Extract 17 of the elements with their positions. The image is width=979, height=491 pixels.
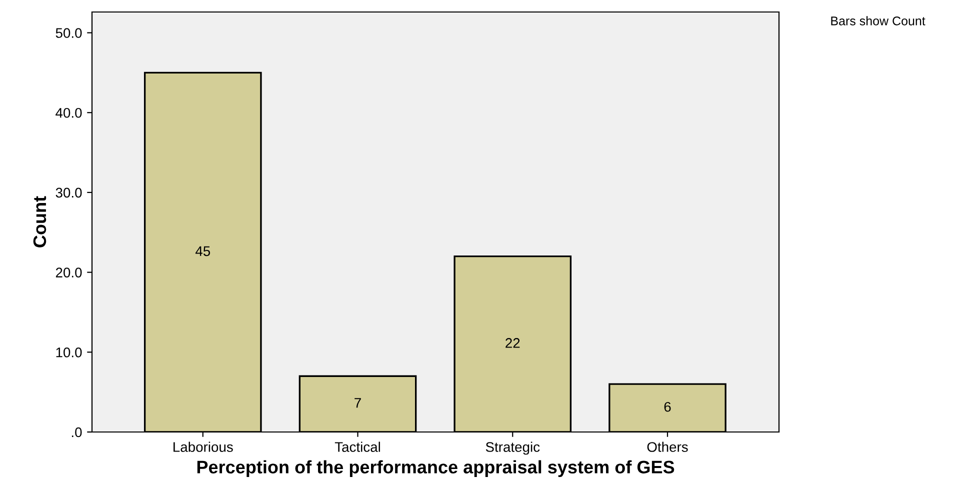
y-tick-label: 30.0 bbox=[56, 188, 82, 198]
y-tick-label: .0 bbox=[72, 427, 82, 438]
y-axis-title: Count bbox=[33, 196, 46, 248]
y-tick-label: 20.0 bbox=[56, 268, 82, 278]
data-label: 45 bbox=[195, 246, 210, 256]
x-tick-label: Others bbox=[647, 442, 688, 452]
x-tick-label: Tactical bbox=[334, 442, 380, 452]
x-tick-label: Laborious bbox=[174, 442, 233, 452]
x-tick-label: Strategic bbox=[486, 442, 540, 455]
data-label: 7 bbox=[354, 398, 361, 408]
data-label: 6 bbox=[664, 402, 671, 412]
y-tick-label: 40.0 bbox=[56, 108, 82, 118]
data-label: 22 bbox=[506, 338, 520, 348]
text: Bars show Count bbox=[831, 16, 926, 26]
y-tick-label: 10.0 bbox=[56, 347, 82, 358]
x-axis-title: Perception of the performance appraisal system of GES bbox=[197, 460, 674, 478]
y-tick-label: 50.0 bbox=[56, 28, 82, 38]
